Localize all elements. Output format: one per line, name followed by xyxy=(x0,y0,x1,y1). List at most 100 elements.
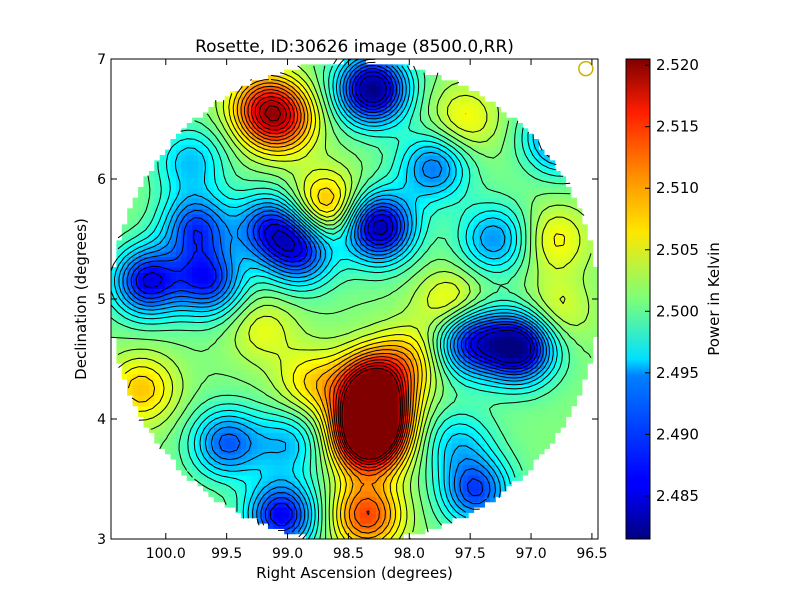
heatmap-cell xyxy=(284,112,291,119)
heatmap-cell xyxy=(267,139,274,145)
heatmap-cell xyxy=(343,400,350,407)
heatmap-cell xyxy=(246,368,253,375)
heatmap-cell xyxy=(354,59,361,65)
heatmap-cell xyxy=(294,443,301,449)
heatmap-cell xyxy=(430,491,437,497)
heatmap-cell xyxy=(408,251,415,257)
heatmap-cell xyxy=(316,528,323,535)
heatmap-cell xyxy=(143,272,150,279)
heatmap-cell xyxy=(213,379,220,385)
heatmap-cell xyxy=(446,277,453,284)
heatmap-cell xyxy=(403,475,410,481)
heatmap-cell xyxy=(343,245,350,252)
heatmap-cell xyxy=(202,395,209,401)
heatmap-cell xyxy=(305,363,312,369)
heatmap-cell xyxy=(159,219,166,225)
heatmap-cell xyxy=(414,437,421,444)
heatmap-cell xyxy=(154,213,161,220)
heatmap-cell xyxy=(235,192,242,199)
heatmap-cell xyxy=(240,485,247,492)
heatmap-cell xyxy=(435,240,442,247)
heatmap-cell xyxy=(376,192,383,199)
heatmap-cell xyxy=(219,251,226,257)
heatmap-cell xyxy=(376,389,383,396)
heatmap-cell xyxy=(414,459,421,465)
heatmap-cell xyxy=(424,176,431,183)
heatmap-cell xyxy=(424,171,431,177)
heatmap-cell xyxy=(208,453,215,460)
heatmap-cell xyxy=(213,368,220,375)
heatmap-cell xyxy=(267,373,274,380)
heatmap-cell xyxy=(311,363,318,369)
heatmap-cell xyxy=(441,229,448,236)
heatmap-cell xyxy=(424,203,431,209)
heatmap-cell xyxy=(267,256,274,263)
heatmap-cell xyxy=(267,347,274,353)
heatmap-cell xyxy=(224,443,231,449)
heatmap-cell xyxy=(246,213,253,220)
heatmap-cell xyxy=(381,315,388,321)
heatmap-cell xyxy=(305,432,312,439)
heatmap-cell xyxy=(392,235,399,241)
heatmap-cell xyxy=(235,245,242,252)
heatmap-cell xyxy=(403,523,410,529)
heatmap-cell xyxy=(435,379,442,385)
heatmap-cell xyxy=(305,107,312,113)
heatmap-cell xyxy=(273,331,280,337)
heatmap-cell xyxy=(208,219,215,225)
heatmap-cell xyxy=(305,315,312,321)
heatmap-cell xyxy=(251,304,258,311)
heatmap-cell xyxy=(181,224,188,231)
heatmap-cell xyxy=(349,245,356,252)
heatmap-cell xyxy=(424,469,431,476)
heatmap-cell xyxy=(343,272,350,279)
heatmap-cell xyxy=(424,389,431,396)
heatmap-cell xyxy=(457,475,464,481)
heatmap-cell xyxy=(127,224,134,231)
heatmap-cell xyxy=(457,496,464,503)
heatmap-cell xyxy=(138,208,145,215)
heatmap-cell xyxy=(316,501,323,508)
heatmap-cell xyxy=(267,416,274,423)
heatmap-cell xyxy=(246,512,253,519)
heatmap-cell xyxy=(359,411,366,417)
heatmap-cell xyxy=(273,75,280,81)
heatmap-cell xyxy=(370,469,377,476)
heatmap-cell xyxy=(370,272,377,279)
heatmap-cell xyxy=(289,272,296,279)
heatmap-cell xyxy=(332,283,339,289)
heatmap-cell xyxy=(230,368,237,375)
heatmap-cell xyxy=(332,379,339,385)
heatmap-cell xyxy=(262,363,269,369)
heatmap-cell xyxy=(294,128,301,135)
heatmap-cell xyxy=(451,480,458,487)
heatmap-cell xyxy=(143,293,150,300)
heatmap-cell xyxy=(165,309,172,316)
heatmap-cell xyxy=(240,171,247,177)
heatmap-cell xyxy=(240,219,247,225)
heatmap-cell xyxy=(197,341,204,348)
heatmap-cell xyxy=(192,299,199,305)
heatmap-cell xyxy=(332,528,339,535)
heatmap-cell xyxy=(138,245,145,252)
heatmap-cell xyxy=(430,208,437,215)
heatmap-cell xyxy=(359,469,366,476)
heatmap-cell xyxy=(251,363,258,369)
heatmap-cell xyxy=(376,229,383,236)
heatmap-cell xyxy=(343,315,350,321)
heatmap-cell xyxy=(240,107,247,113)
heatmap-cell xyxy=(213,491,220,497)
heatmap-cell xyxy=(359,336,366,343)
heatmap-cell xyxy=(240,443,247,449)
heatmap-cell xyxy=(289,224,296,231)
heatmap-cell xyxy=(386,389,393,396)
heatmap-cell xyxy=(213,304,220,311)
heatmap-cell xyxy=(430,165,437,172)
heatmap-cell xyxy=(414,309,421,316)
heatmap-cell xyxy=(446,229,453,236)
heatmap-cell xyxy=(414,176,421,183)
heatmap-cell xyxy=(208,315,215,321)
heatmap-cell xyxy=(127,389,134,396)
heatmap-cell xyxy=(230,352,237,359)
heatmap-cell xyxy=(262,299,269,305)
